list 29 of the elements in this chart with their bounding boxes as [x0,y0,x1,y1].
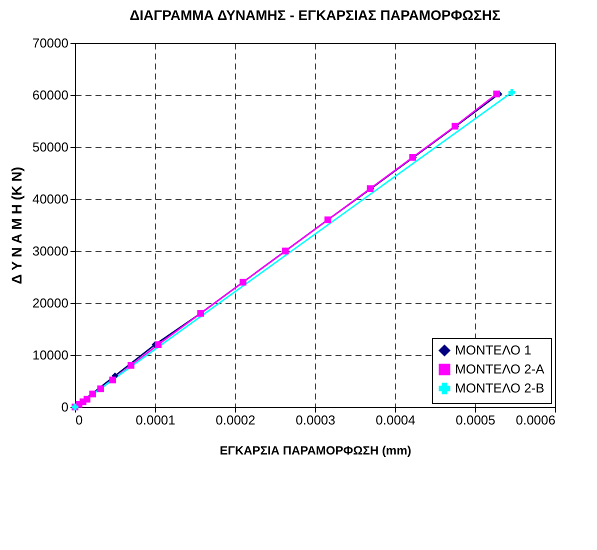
x-tick-label: 0.0005 [456,412,496,428]
x-tick-label: 0.0001 [136,412,176,428]
legend-label: ΜΟΝΤΕΛΟ 1 [455,342,532,358]
x-tick-label: 0.0002 [216,412,256,428]
point [154,341,162,348]
y-tick-label: 70000 [32,36,68,50]
x-tick-label: 0.0004 [376,412,416,428]
y-tick-label: 40000 [32,192,68,206]
chart-title: ΔΙΑΓΡΑΜΜΑ ΔΥΝΑΜΗΣ - ΕΓΚΑΡΣΙΑΣ ΠΑΡΑΜΟΡΦΩΣΗΣ [130,7,500,23]
legend-label: ΜΟΝΤΕΛΟ 2-B [455,380,544,396]
x-axis-title: ΕΓΚΑΡΣΙΑ ΠΑΡΑΜΟΡΦΩΣΗ (mm) [220,444,412,458]
point [493,90,500,98]
x-tick-label: 0.0006 [516,412,556,428]
y-tick-label: 60000 [32,88,68,102]
y-axis-title: Δ Υ Ν Α Μ Η (K N) [8,166,24,284]
legend-label: ΜΟΝΤΕΛΟ 2-A [455,362,545,376]
point [89,390,96,398]
x-tick-label: 0 [76,412,83,428]
point [97,385,104,392]
point [508,89,516,96]
point [128,362,134,369]
y-tick-label: 0 [61,400,68,414]
point [109,376,116,384]
y-tick-label: 10000 [32,348,68,362]
x-tick-label: 0.0003 [296,412,336,428]
y-tick-label: 50000 [32,140,68,154]
point [84,396,90,403]
y-tick-label: 20000 [32,296,68,310]
y-tick-label: 30000 [32,244,68,258]
